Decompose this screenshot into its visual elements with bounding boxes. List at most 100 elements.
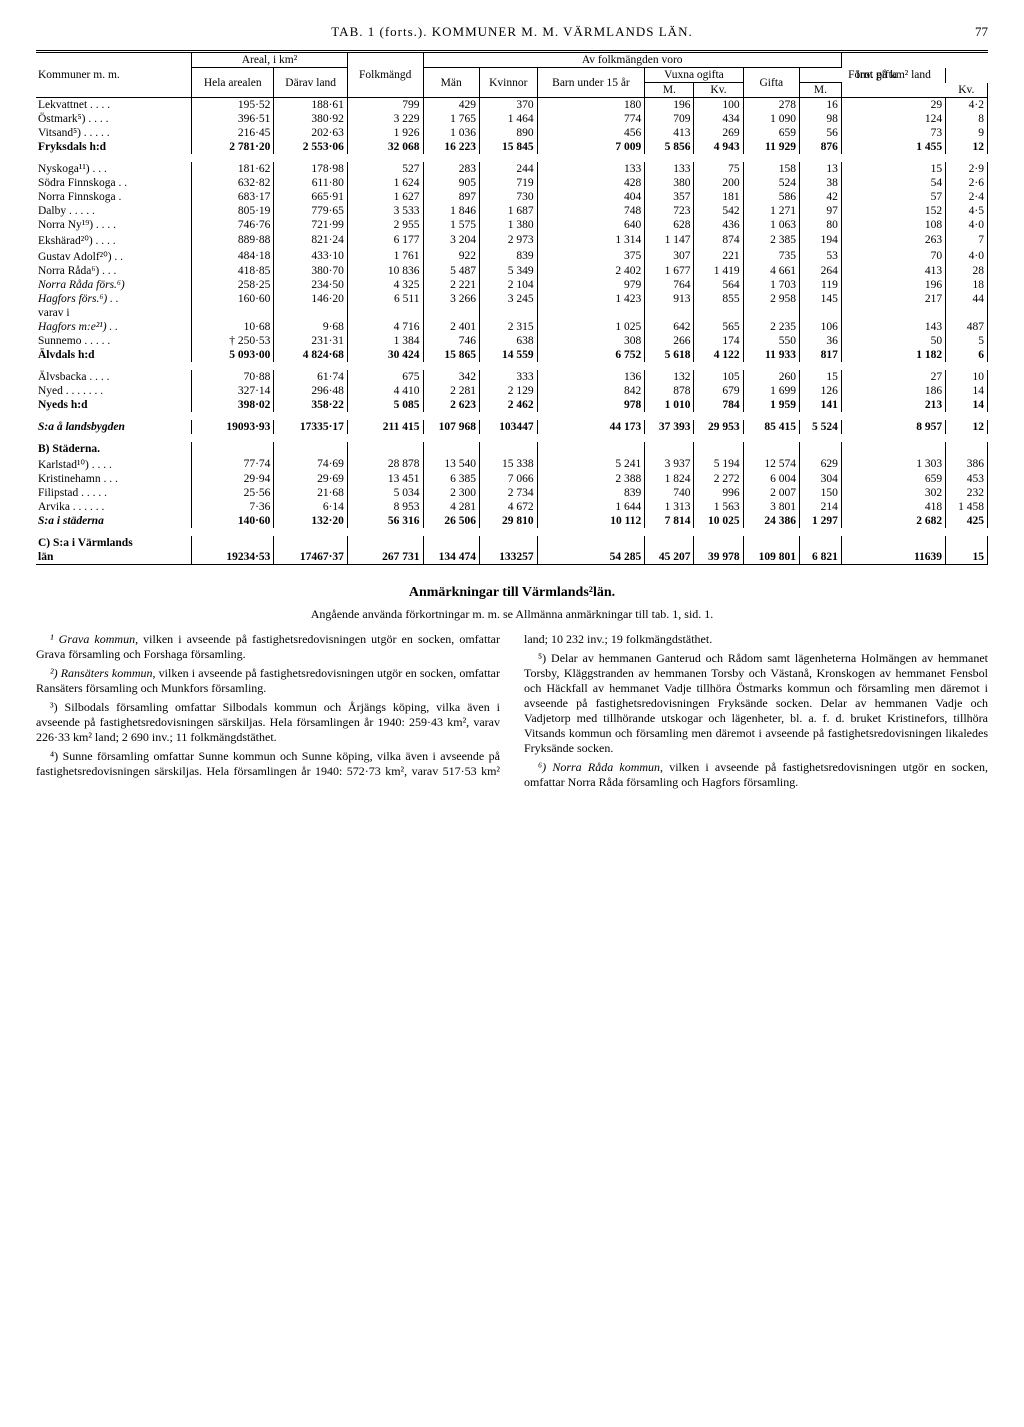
cell: 264 bbox=[800, 264, 842, 278]
cell: 29·94 bbox=[192, 472, 274, 486]
cell: 160·60 bbox=[192, 292, 274, 306]
cell: Gustav Adolf²⁰) . . bbox=[36, 248, 192, 264]
cell: 6 821 bbox=[800, 550, 842, 565]
cell: 1 271 bbox=[743, 204, 799, 218]
cell: 150 bbox=[800, 486, 842, 500]
cell: 10 112 bbox=[537, 514, 645, 528]
cell: 70·88 bbox=[192, 370, 274, 384]
cell: 1 147 bbox=[645, 232, 694, 248]
cell: 14 bbox=[946, 398, 988, 412]
cell: 29 953 bbox=[694, 420, 743, 434]
cell: 5 487 bbox=[423, 264, 479, 278]
col-kv1: Kv. bbox=[694, 83, 743, 98]
table-row: Södra Finnskoga . .632·82611·801 6249057… bbox=[36, 176, 988, 190]
cell: 404 bbox=[537, 190, 645, 204]
cell: 7 814 bbox=[645, 514, 694, 528]
col-man: Män bbox=[423, 68, 479, 98]
cell bbox=[274, 306, 348, 320]
cell: 2 734 bbox=[479, 486, 537, 500]
cell: 3 245 bbox=[479, 292, 537, 306]
cell: 1 575 bbox=[423, 218, 479, 232]
cell: 484·18 bbox=[192, 248, 274, 264]
table-row: Arvika . . . . . .7·366·148 9534 2814 67… bbox=[36, 500, 988, 514]
table-row: Fryksdals h:d2 781·202 553·0632 06816 22… bbox=[36, 140, 988, 154]
cell: 978 bbox=[537, 398, 645, 412]
cell bbox=[645, 536, 694, 550]
cell: 542 bbox=[694, 204, 743, 218]
cell: 1 419 bbox=[694, 264, 743, 278]
col-gifta: Gifta bbox=[743, 68, 799, 98]
cell bbox=[479, 306, 537, 320]
cell: 979 bbox=[537, 278, 645, 292]
cell: 109 801 bbox=[743, 550, 799, 565]
cell: 13 540 bbox=[423, 456, 479, 472]
cell: Lekvattnet . . . . bbox=[36, 98, 192, 113]
cell: 126 bbox=[800, 384, 842, 398]
cell: 586 bbox=[743, 190, 799, 204]
cell: 56 316 bbox=[347, 514, 423, 528]
cell: 550 bbox=[743, 334, 799, 348]
cell: 2 315 bbox=[479, 320, 537, 334]
cell: Karlstad¹⁰) . . . . bbox=[36, 456, 192, 472]
footnote: ²) Ransäters kommun, vilken i avseende p… bbox=[36, 666, 500, 696]
cell: † 250·53 bbox=[192, 334, 274, 348]
cell: 418 bbox=[841, 500, 945, 514]
cell bbox=[537, 536, 645, 550]
cell: 9·68 bbox=[274, 320, 348, 334]
cell: 56 bbox=[800, 126, 842, 140]
cell: 913 bbox=[645, 292, 694, 306]
cell bbox=[800, 442, 842, 456]
cell: 1 423 bbox=[537, 292, 645, 306]
cell: 296·48 bbox=[274, 384, 348, 398]
cell: 357 bbox=[645, 190, 694, 204]
cell: 735 bbox=[743, 248, 799, 264]
table-row: Vitsand⁵) . . . . .216·45202·631 9261 03… bbox=[36, 126, 988, 140]
cell: 158 bbox=[743, 162, 799, 176]
table-row: S:a å landsbygden19093·9317335·17211 415… bbox=[36, 420, 988, 434]
cell: 1 313 bbox=[645, 500, 694, 514]
cell: 874 bbox=[694, 232, 743, 248]
cell: Nyeds h:d bbox=[36, 398, 192, 412]
cell: 7·36 bbox=[192, 500, 274, 514]
cell: 456 bbox=[537, 126, 645, 140]
cell: 730 bbox=[479, 190, 537, 204]
page-header: TAB. 1 (forts.). KOMMUNER M. M. VÄRMLAND… bbox=[36, 24, 988, 40]
cell: 565 bbox=[694, 320, 743, 334]
col-m2: M. bbox=[800, 83, 842, 98]
cell: 6 752 bbox=[537, 348, 645, 362]
cell: 342 bbox=[423, 370, 479, 384]
table-row: Norra Ny¹⁹) . . . .746·76721·992 9551 57… bbox=[36, 218, 988, 232]
cell bbox=[841, 306, 945, 320]
cell: 25·56 bbox=[192, 486, 274, 500]
table-row: Norra Finnskoga .683·17665·911 627897730… bbox=[36, 190, 988, 204]
cell: 709 bbox=[645, 112, 694, 126]
header-text: TAB. 1 (forts.). KOMMUNER M. M. VÄRMLAND… bbox=[331, 24, 692, 39]
cell: 36 bbox=[800, 334, 842, 348]
cell: 638 bbox=[479, 334, 537, 348]
cell: 1 380 bbox=[479, 218, 537, 232]
col-vuxna: Vuxna ogifta bbox=[645, 68, 743, 83]
cell: 14 bbox=[946, 384, 988, 398]
table-row: Östmark⁵) . . . .396·51380·923 2291 7651… bbox=[36, 112, 988, 126]
page-number: 77 bbox=[975, 24, 988, 40]
cell: 817 bbox=[800, 348, 842, 362]
cell: 1 765 bbox=[423, 112, 479, 126]
cell: 564 bbox=[694, 278, 743, 292]
cell: 433·10 bbox=[274, 248, 348, 264]
cell: 5 524 bbox=[800, 420, 842, 434]
table-row: Norra Råda förs.⁶)258·25234·504 3252 221… bbox=[36, 278, 988, 292]
cell bbox=[946, 536, 988, 550]
cell: 2 781·20 bbox=[192, 140, 274, 154]
cell: 196 bbox=[841, 278, 945, 292]
cell bbox=[274, 442, 348, 456]
cell: 4 672 bbox=[479, 500, 537, 514]
cell: 2 104 bbox=[479, 278, 537, 292]
cell: 80 bbox=[800, 218, 842, 232]
cell: 6 bbox=[946, 348, 988, 362]
cell bbox=[841, 536, 945, 550]
cell: 6 177 bbox=[347, 232, 423, 248]
cell: 839 bbox=[479, 248, 537, 264]
cell: 5 bbox=[946, 334, 988, 348]
cell: 133 bbox=[537, 162, 645, 176]
cell: 4 943 bbox=[694, 140, 743, 154]
